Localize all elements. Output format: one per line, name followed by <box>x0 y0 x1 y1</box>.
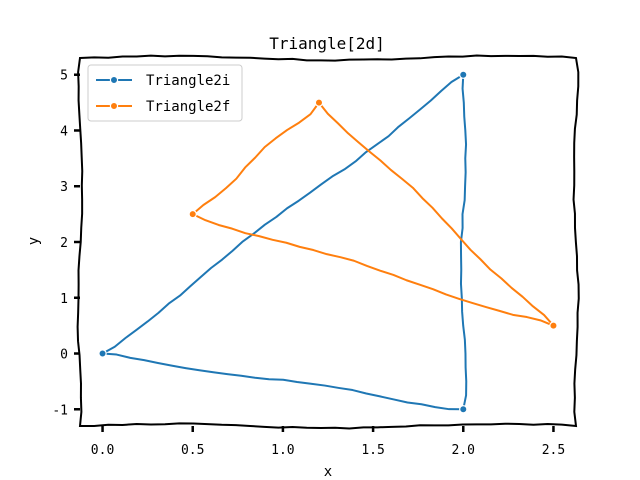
series-layer <box>98 70 558 414</box>
legend-label: Triangle2i <box>146 73 230 89</box>
y-tick-label: 4 <box>60 124 68 139</box>
y-tick-label: 3 <box>60 180 68 195</box>
y-tick-label: -1 <box>52 403 68 418</box>
plot-frame <box>76 54 580 430</box>
series-point <box>459 70 468 79</box>
x-tick-label: 0.0 <box>91 443 114 458</box>
legend-marker <box>109 101 119 111</box>
x-tick-label: 1.0 <box>271 443 294 458</box>
series-point <box>98 349 107 358</box>
y-tick-label: 5 <box>60 69 68 84</box>
series-point <box>459 405 468 414</box>
x-axis-label: x <box>324 464 332 480</box>
y-tick-label: 0 <box>60 348 68 363</box>
x-tick-label: 1.5 <box>361 443 384 458</box>
series-point <box>549 321 558 330</box>
legend-label: Triangle2f <box>146 99 230 115</box>
legend: Triangle2i Triangle2f <box>87 64 243 122</box>
y-axis-ticks: -1 0 1 2 3 4 5 <box>52 69 80 418</box>
legend-marker <box>109 75 119 85</box>
y-tick-label: 2 <box>60 236 68 251</box>
series-line-Triangle2f <box>191 101 555 327</box>
chart-title: Triangle[2d] <box>269 34 385 53</box>
y-tick-label: 1 <box>60 292 68 307</box>
x-tick-label: 0.5 <box>181 443 204 458</box>
series-point <box>314 98 324 107</box>
series-point <box>188 209 197 219</box>
x-tick-label: 2.5 <box>542 443 565 458</box>
x-axis-ticks: 0.0 0.5 1.0 1.5 2.0 2.5 <box>91 426 565 458</box>
y-axis-label: y <box>26 237 42 245</box>
x-tick-label: 2.0 <box>452 443 475 458</box>
